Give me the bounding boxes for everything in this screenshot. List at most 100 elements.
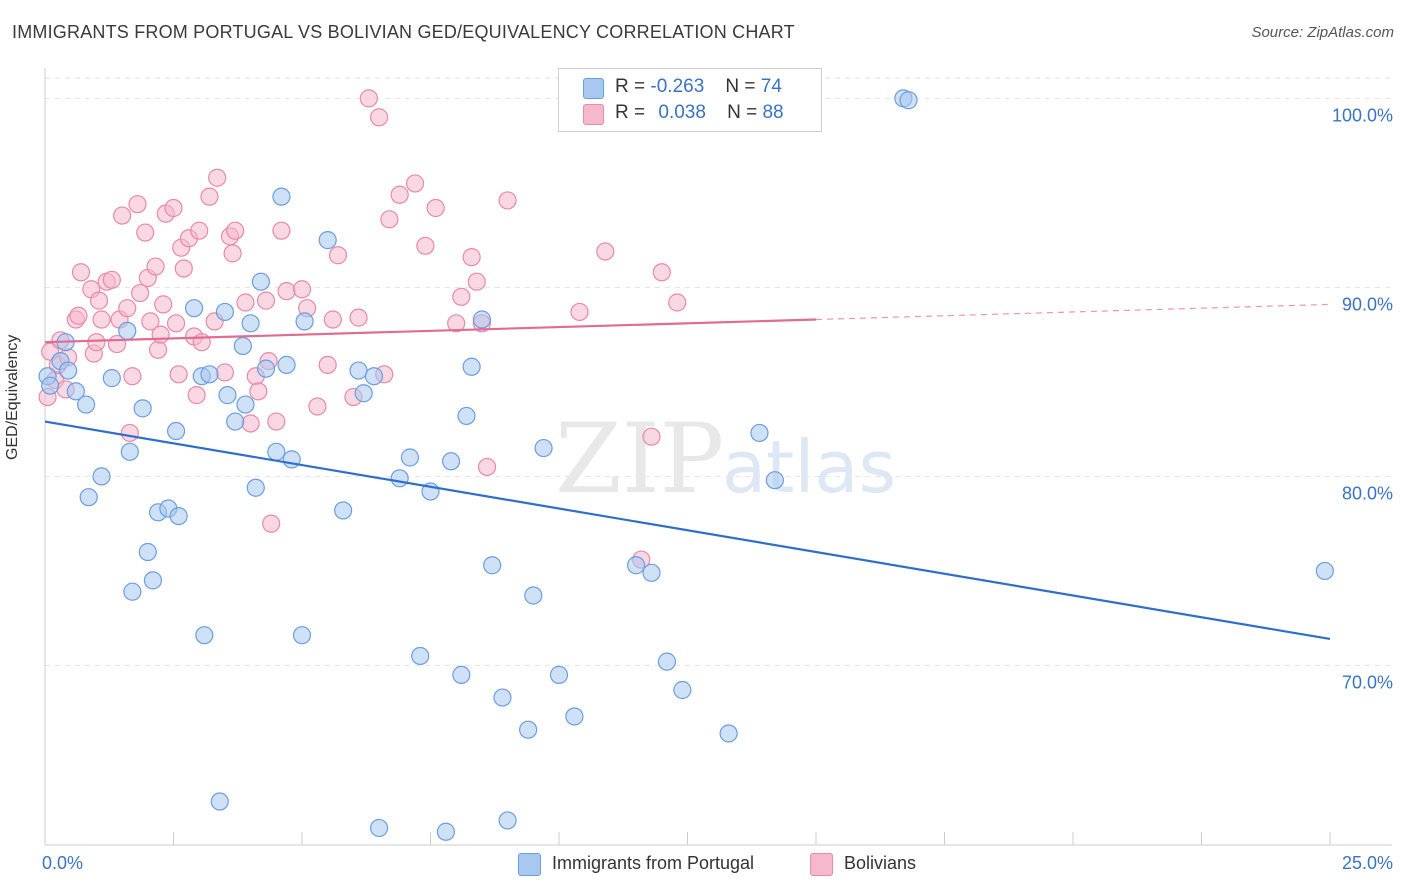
legend: R = -0.263 N = 74 R = 0.038 N = 88 [558,68,822,132]
point-portugal [272,187,291,206]
point-bolivians [215,363,234,382]
point-portugal [226,412,245,431]
y-tick-label: 70.0% [1342,672,1393,692]
point-portugal [79,488,98,507]
point-portugal [364,367,384,386]
bottom-legend-label: Bolivians [844,853,917,873]
source-label: Source: ZipAtlas.com [1251,24,1394,41]
legend-r-value: -0.263 [650,76,705,97]
point-portugal [534,438,553,458]
point-portugal [102,369,121,388]
point-bolivians [89,291,109,310]
point-portugal [318,231,337,250]
x-tick-labels: 0.0% 25.0% [42,853,1393,873]
point-bolivians [192,333,211,352]
point-portugal [524,586,543,605]
point-bolivians [130,283,150,303]
point-bolivians [236,293,255,312]
point-portugal [184,299,204,318]
data-points [38,89,1334,841]
point-bolivians [262,514,281,533]
point-bolivians [652,263,671,282]
point-bolivians [452,287,471,306]
point-bolivians [447,314,466,333]
chart-title: IMMIGRANTS FROM PORTUGAL VS BOLIVIAN GED… [12,22,795,42]
point-portugal [673,680,692,700]
y-tick-label: 80.0% [1342,483,1393,503]
point-portugal [354,384,373,403]
point-bolivians [118,299,137,318]
watermark-zip: ZIP [555,403,724,515]
point-portugal [118,321,137,340]
point-bolivians [154,295,173,314]
point-portugal [292,626,312,645]
point-bolivians [323,310,342,329]
point-bolivians [477,457,497,477]
point-bolivians [102,270,121,289]
point-bolivians [267,412,286,431]
point-portugal [215,302,234,322]
point-bolivians [136,223,155,242]
point-bolivians [359,89,378,108]
point-bolivians [277,282,296,301]
point-portugal [120,442,139,461]
point-portugal [166,421,186,441]
point-bolivians [328,246,348,265]
point-portugal [349,361,368,380]
point-bolivians [87,333,106,352]
point-portugal [457,406,476,426]
point-portugal [493,688,512,707]
point-portugal [472,310,491,329]
point-portugal [642,563,661,582]
point-bolivians [241,414,260,433]
point-portugal [452,665,471,684]
legend-swatch-blue [583,78,604,99]
point-portugal [123,582,142,601]
legend-swatch-pink [583,104,604,125]
y-tick-labels: 70.0% 80.0% 90.0% 100.0% [1332,105,1393,692]
bottom-legend-label: Immigrants from Portugal [552,853,755,873]
point-bolivians [405,174,425,193]
point-portugal [462,357,481,376]
point-portugal [549,665,569,684]
point-bolivians [190,221,209,240]
point-portugal [390,469,409,488]
point-portugal [436,822,456,841]
axes [44,68,1392,846]
watermark-atlas: atlas [722,425,896,509]
point-portugal [899,91,918,110]
point-portugal [246,478,265,497]
point-bolivians [112,206,132,225]
point-portugal [77,395,96,414]
point-portugal [519,720,538,739]
point-bolivians [164,198,183,218]
point-portugal [92,467,111,486]
point-portugal [750,423,769,443]
point-portugal [565,707,584,726]
point-portugal [295,312,314,331]
point-bolivians [208,168,227,187]
point-bolivians [570,302,589,322]
point-portugal [195,626,214,645]
y-tick-label: 90.0% [1342,294,1393,314]
point-portugal [241,314,260,333]
point-bolivians [370,108,389,127]
point-bolivians [92,310,111,329]
point-bolivians [642,427,661,446]
point-bolivians [146,257,165,276]
point-bolivians [318,355,337,374]
point-portugal [138,542,157,562]
legend-r-label: R = [615,102,646,123]
point-portugal [483,556,502,575]
point-portugal [334,501,353,520]
point-bolivians [498,191,517,210]
x-tick-label: 25.0% [1342,853,1393,873]
point-bolivians [308,397,327,416]
point-bolivians [200,187,219,206]
point-bolivians [151,325,170,344]
point-portugal [719,724,738,743]
point-bolivians [123,367,142,386]
point-portugal [233,336,252,356]
point-bolivians [120,423,139,443]
point-bolivians [69,306,88,325]
